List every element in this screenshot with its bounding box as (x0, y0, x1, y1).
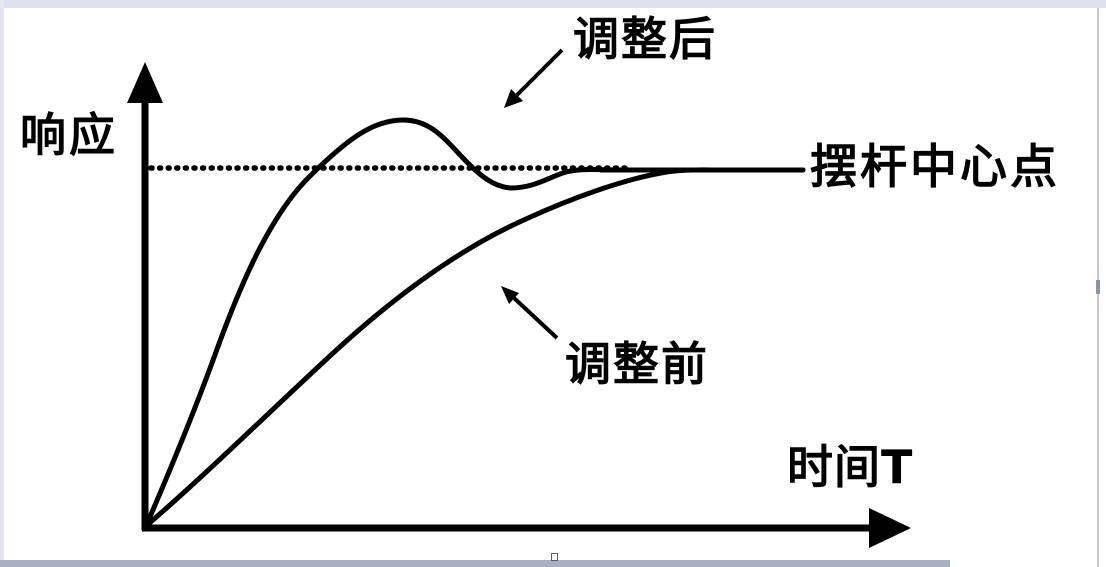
after-annotation-arrowhead-icon (504, 89, 523, 108)
y-axis-arrowhead-icon (127, 62, 163, 103)
left-border (0, 0, 4, 567)
after-curve-label: 调整后 (573, 12, 717, 66)
y-axis-label: 响应 (20, 108, 118, 162)
before-annotation-arrowhead-icon (501, 286, 519, 304)
x-axis-label: 时间T (787, 440, 914, 494)
bottom-scrollbar[interactable] (0, 560, 950, 567)
resize-handle-icon[interactable] (551, 553, 558, 561)
before-curve (143, 167, 806, 529)
top-border (0, 0, 1106, 8)
center-line-label: 摆杆中心点 (810, 140, 1060, 195)
after-curve (143, 117, 806, 529)
before-annotation-arrow-line (512, 296, 559, 340)
right-border-tick (1096, 280, 1100, 294)
before-curve-label: 调整前 (565, 337, 709, 391)
after-annotation-arrow-line (515, 48, 564, 97)
x-axis-arrowhead-icon (869, 508, 911, 548)
